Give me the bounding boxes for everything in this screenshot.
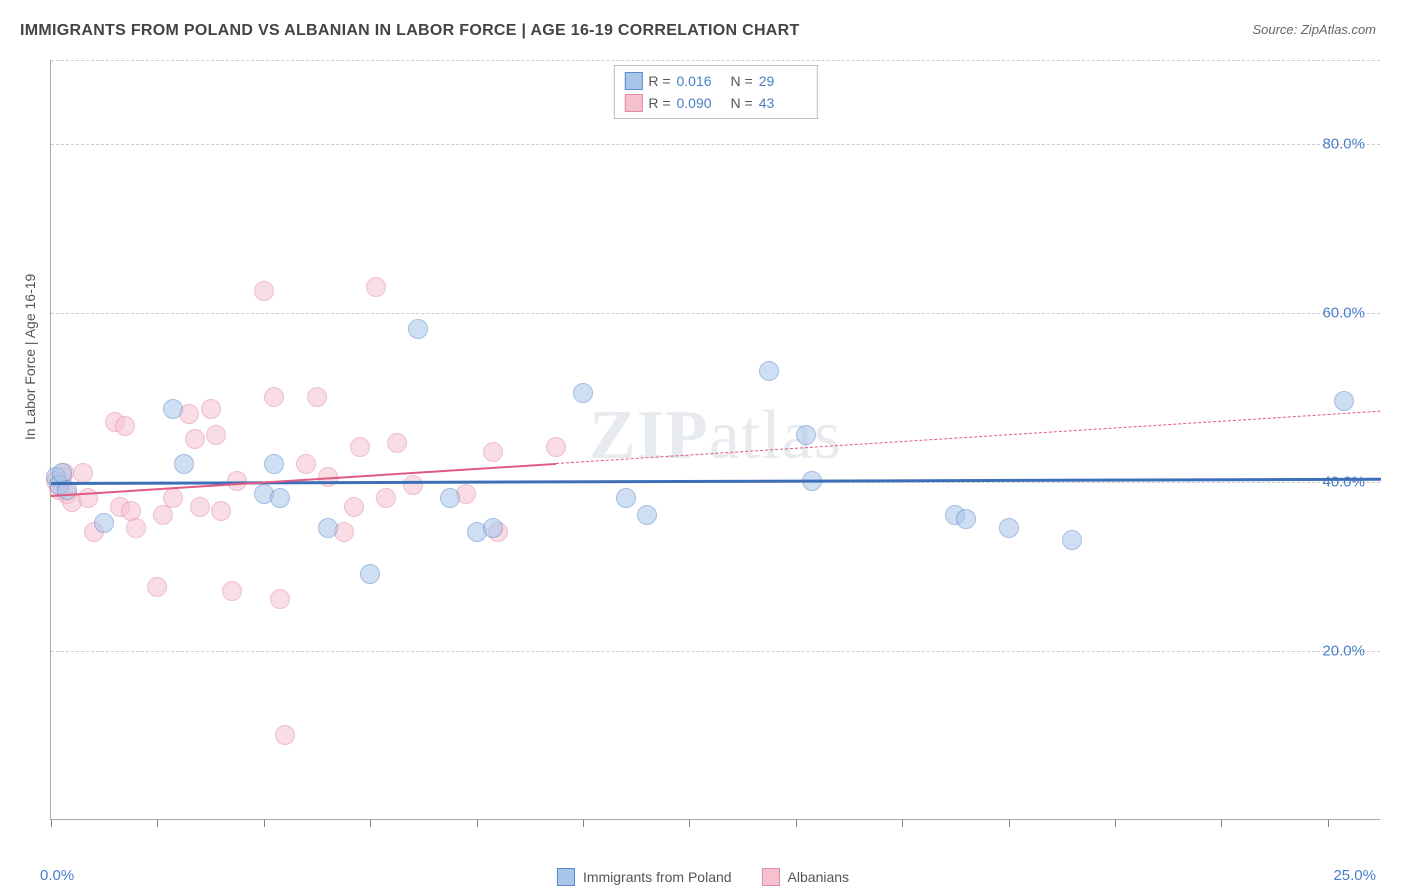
regression-line-dashed — [556, 410, 1381, 463]
scatter-point — [546, 437, 566, 457]
legend-n-value: 29 — [759, 73, 807, 89]
scatter-point — [190, 497, 210, 517]
scatter-point — [408, 319, 428, 339]
legend-swatch — [624, 72, 642, 90]
gridline — [51, 60, 1380, 61]
legend-n-label: N = — [731, 73, 753, 89]
scatter-point — [440, 488, 460, 508]
y-tick-label: 20.0% — [1322, 643, 1365, 660]
stats-legend-row: R = 0.090 N = 43 — [624, 92, 806, 114]
x-tick — [477, 819, 478, 827]
legend-n-label: N = — [731, 95, 753, 111]
legend-r-label: R = — [648, 73, 670, 89]
scatter-point — [254, 281, 274, 301]
scatter-point — [344, 497, 364, 517]
scatter-point — [153, 505, 173, 525]
scatter-point — [270, 589, 290, 609]
scatter-point — [264, 454, 284, 474]
scatter-point — [573, 383, 593, 403]
scatter-point — [163, 488, 183, 508]
plot-area: ZIPatlas R =0.016N =29R =0.090N =43 20.0… — [50, 60, 1380, 820]
scatter-point — [275, 725, 295, 745]
scatter-point — [366, 277, 386, 297]
y-axis-title: In Labor Force | Age 16-19 — [22, 274, 38, 440]
gridline — [51, 651, 1380, 652]
scatter-point — [956, 509, 976, 529]
legend-swatch — [624, 94, 642, 112]
x-tick — [264, 819, 265, 827]
scatter-point — [616, 488, 636, 508]
scatter-point — [376, 488, 396, 508]
y-tick-label: 40.0% — [1322, 474, 1365, 491]
x-tick — [583, 819, 584, 827]
scatter-point — [637, 505, 657, 525]
x-tick — [1115, 819, 1116, 827]
scatter-point — [94, 513, 114, 533]
x-tick — [796, 819, 797, 827]
scatter-point — [201, 399, 221, 419]
x-tick — [51, 819, 52, 827]
scatter-point — [73, 463, 93, 483]
scatter-point — [796, 425, 816, 445]
series-legend: Immigrants from Poland Albanians — [557, 868, 849, 886]
scatter-point — [403, 475, 423, 495]
x-tick — [1221, 819, 1222, 827]
legend-r-value: 0.016 — [677, 73, 725, 89]
x-tick — [1009, 819, 1010, 827]
x-tick — [1328, 819, 1329, 827]
legend-label: Immigrants from Poland — [583, 869, 732, 885]
scatter-point — [147, 577, 167, 597]
scatter-point — [126, 518, 146, 538]
scatter-point — [350, 437, 370, 457]
scatter-point — [163, 399, 183, 419]
scatter-point — [1334, 391, 1354, 411]
scatter-point — [307, 387, 327, 407]
gridline — [51, 313, 1380, 314]
scatter-point — [296, 454, 316, 474]
scatter-point — [211, 501, 231, 521]
scatter-point — [174, 454, 194, 474]
scatter-point — [387, 433, 407, 453]
legend-item: Immigrants from Poland — [557, 868, 732, 886]
scatter-point — [264, 387, 284, 407]
scatter-point — [206, 425, 226, 445]
scatter-point — [78, 488, 98, 508]
x-axis-start-label: 0.0% — [40, 867, 74, 884]
legend-n-value: 43 — [759, 95, 807, 111]
legend-r-value: 0.090 — [677, 95, 725, 111]
y-tick-label: 80.0% — [1322, 136, 1365, 153]
x-tick — [902, 819, 903, 827]
x-tick — [157, 819, 158, 827]
chart-title: IMMIGRANTS FROM POLAND VS ALBANIAN IN LA… — [20, 22, 800, 40]
x-tick — [689, 819, 690, 827]
stats-legend: R = 0.016 N = 29 R = 0.090 N = 43 — [613, 65, 817, 119]
scatter-point — [318, 518, 338, 538]
scatter-point — [222, 581, 242, 601]
scatter-point — [185, 429, 205, 449]
y-tick-label: 60.0% — [1322, 305, 1365, 322]
scatter-point — [115, 416, 135, 436]
legend-label: Albanians — [788, 869, 850, 885]
scatter-point — [483, 518, 503, 538]
x-axis-end-label: 25.0% — [1333, 867, 1376, 884]
scatter-point — [483, 442, 503, 462]
scatter-point — [999, 518, 1019, 538]
scatter-point — [270, 488, 290, 508]
scatter-point — [759, 361, 779, 381]
legend-swatch — [762, 868, 780, 886]
legend-item: Albanians — [762, 868, 850, 886]
source-label: Source: ZipAtlas.com — [1252, 22, 1376, 37]
x-tick — [370, 819, 371, 827]
gridline — [51, 144, 1380, 145]
scatter-point — [1062, 530, 1082, 550]
scatter-point — [360, 564, 380, 584]
legend-swatch — [557, 868, 575, 886]
legend-r-label: R = — [648, 95, 670, 111]
stats-legend-row: R = 0.016 N = 29 — [624, 70, 806, 92]
